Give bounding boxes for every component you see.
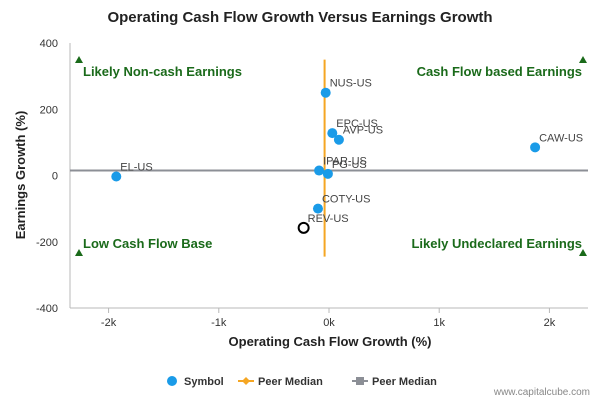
y-tick-label: 0	[52, 171, 58, 183]
data-point-label: CAW-US	[539, 132, 583, 144]
data-point	[314, 165, 325, 176]
quadrant-arrow-icon	[579, 56, 587, 63]
legend-label: Symbol	[184, 376, 224, 388]
y-tick-label: 400	[40, 38, 58, 50]
x-tick-label: -1k	[211, 317, 227, 329]
y-tick-label: -400	[36, 303, 58, 315]
data-point	[530, 142, 541, 153]
quadrant-label-top-left: Likely Non-cash Earnings	[83, 64, 242, 79]
data-point-label: COTY-US	[322, 194, 371, 206]
tick-labels: -2k -1k 0k 1k 2k 400 200 0 -200 -400	[36, 38, 556, 329]
quadrant-labels: Likely Non-cash Earnings Cash Flow based …	[75, 56, 587, 256]
x-axis-title: Operating Cash Flow Growth (%)	[229, 334, 432, 349]
legend-label: Peer Median	[258, 376, 323, 388]
x-tick-label: 1k	[433, 317, 445, 329]
y-tick-label: 200	[40, 104, 58, 116]
quadrant-arrow-icon	[75, 56, 83, 63]
quadrant-label-bottom-left: Low Cash Flow Base	[83, 236, 212, 251]
legend-symbol-icon	[167, 376, 177, 386]
data-point	[333, 134, 344, 145]
x-tick-label: 0k	[323, 317, 335, 329]
y-tick-label: -200	[36, 237, 58, 249]
data-point	[327, 128, 338, 139]
quadrant-label-bottom-right: Likely Undeclared Earnings	[411, 236, 582, 251]
data-point	[312, 203, 323, 214]
data-point	[320, 87, 331, 98]
data-point	[111, 171, 122, 182]
data-point-label: EL-US	[120, 161, 152, 173]
data-point-label: AVP-US	[343, 125, 383, 137]
legend-label: Peer Median	[372, 376, 437, 388]
data-point-label: NUS-US	[330, 78, 372, 90]
x-tick-label: 2k	[544, 317, 556, 329]
legend-square-icon	[356, 377, 364, 385]
y-axis-title: Earnings Growth (%)	[13, 111, 28, 240]
data-point-label: REV-US	[308, 213, 349, 225]
quadrant-arrow-icon	[75, 249, 83, 256]
quadrant-label-top-right: Cash Flow based Earnings	[417, 64, 582, 79]
legend-diamond-icon	[242, 377, 250, 385]
x-tick-label: -2k	[101, 317, 117, 329]
quadrant-arrow-icon	[579, 249, 587, 256]
data-point-highlighted	[297, 221, 310, 234]
data-point-label: IPAR-US	[323, 156, 367, 168]
data-point-label: PG-US	[332, 159, 367, 171]
credit-text: www.capitalcube.com	[493, 387, 590, 398]
data-point-label: EPC-US	[336, 118, 378, 130]
chart-title: Operating Cash Flow Growth Versus Earnin…	[107, 9, 492, 26]
data-point	[322, 168, 333, 179]
legend: Symbol Peer Median Peer Median	[167, 376, 437, 388]
